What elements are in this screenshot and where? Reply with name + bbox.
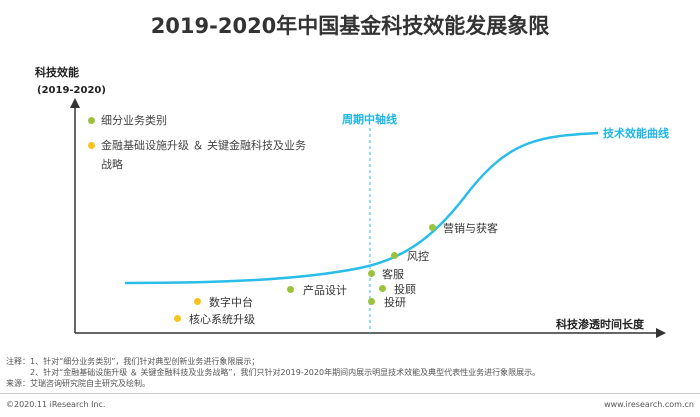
note-line-1: 注释：1、针对“细分业务类别”，我们针对典型创新业务进行象限展示； <box>6 357 260 366</box>
notes-block: 注释：1、针对“细分业务类别”，我们针对典型创新业务进行象限展示； 2、针对“金… <box>6 356 696 389</box>
midline-label: 周期中轴线 <box>342 113 397 126</box>
point-label-marketing: 营销与获客 <box>443 222 498 235</box>
point-label-product-design: 产品设计 <box>303 284 347 297</box>
note-source: 来源：艾瑞咨询研究院自主研究及绘制。 <box>6 379 150 388</box>
point-label-digital-platform: 数字中台 <box>209 296 253 309</box>
legend-item-infrastructure: 金融基础设施升级 ＆ 关键金融科技及业务 <box>101 139 306 152</box>
point-label-service: 客服 <box>382 268 404 281</box>
point-dot-core-system <box>174 315 181 322</box>
tech-efficiency-curve <box>124 131 599 285</box>
point-dot-research <box>368 298 375 305</box>
y-axis-sublabel: (2019-2020) <box>37 85 106 96</box>
legend-dot-green <box>88 117 95 124</box>
legend-dot-yellow <box>88 142 95 149</box>
point-dot-digital-platform <box>194 298 201 305</box>
curve-label: 技术效能曲线 <box>603 127 669 140</box>
point-dot-risk <box>391 252 398 259</box>
legend-item-business: 细分业务类别 <box>101 114 167 127</box>
x-axis-arrow <box>656 328 666 338</box>
page-title: 2019-2020年中国基金科技效能发展象限 <box>150 14 550 38</box>
y-axis-arrow <box>70 98 80 108</box>
footer-website: www.iresearch.com.cn <box>604 400 694 409</box>
point-label-research: 投研 <box>384 296 406 309</box>
footer-copyright: ©2020.11 iResearch Inc. <box>6 400 106 409</box>
point-dot-product-design <box>287 286 294 293</box>
legend-item-infrastructure-line2: 战略 <box>101 158 123 171</box>
point-dot-marketing <box>429 224 436 231</box>
point-label-advisory: 投顾 <box>394 283 416 296</box>
point-label-core-system: 核心系统升级 <box>189 313 255 326</box>
point-dot-advisory <box>379 285 386 292</box>
note-line-2: 2、针对“金融基础设施升级 ＆ 关键金融科技及业务战略”，我们只针对2019-2… <box>30 368 541 377</box>
point-label-risk: 风控 <box>407 250 429 263</box>
x-axis-label: 科技渗透时间长度 <box>556 318 644 331</box>
footer-divider <box>0 393 700 394</box>
y-axis-label: 科技效能 <box>35 66 79 79</box>
point-dot-service <box>368 270 375 277</box>
